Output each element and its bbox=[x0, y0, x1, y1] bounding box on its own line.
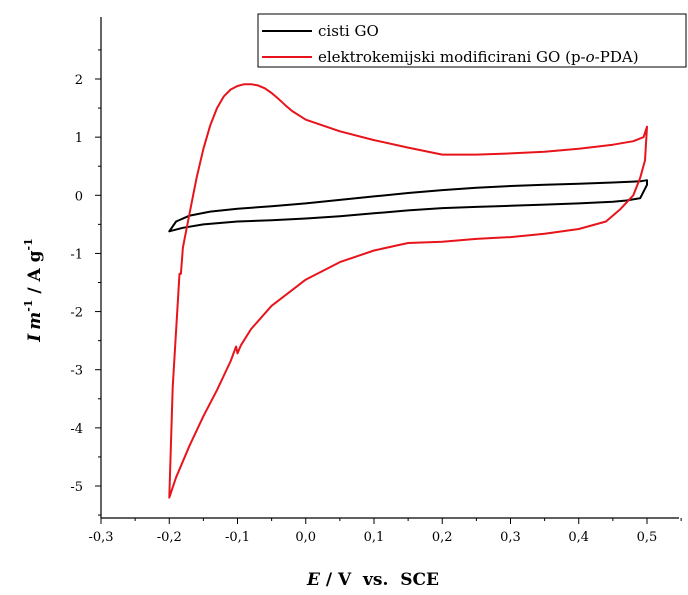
x-tick-label: 0,2 bbox=[432, 530, 453, 545]
legend-label-modified-go-b: o bbox=[586, 48, 595, 66]
legend-label-cisti-go: cisti GO bbox=[318, 22, 379, 40]
plot-lines bbox=[168, 83, 648, 499]
x-axis-title-symbol: E bbox=[306, 570, 321, 590]
x-tick-label: -0,3 bbox=[88, 530, 113, 545]
legend-box bbox=[257, 13, 687, 68]
x-tick-label: 0,4 bbox=[568, 530, 589, 545]
y-axis-title-unit: / A g bbox=[25, 250, 45, 299]
legend: cisti GO elektrokemijski modificirani GO… bbox=[257, 13, 687, 68]
y-axis-title-i: I bbox=[25, 333, 45, 343]
x-axis-title-rest: / V vs. SCE bbox=[320, 570, 439, 590]
x-tick-label: 0,1 bbox=[364, 530, 385, 545]
y-axis-title-unit-exp: -1 bbox=[22, 238, 35, 250]
x-tick-label: -0,2 bbox=[157, 530, 182, 545]
y-tick-label: 1 bbox=[75, 131, 83, 146]
x-axis-title: E / V vs. SCE bbox=[306, 570, 439, 590]
x-tick-label: -0,1 bbox=[225, 530, 250, 545]
y-tick-label: -1 bbox=[70, 247, 83, 262]
x-tick-label: 0,5 bbox=[637, 530, 658, 545]
legend-label-modified-go: elektrokemijski modificirani GO (p-o-PDA… bbox=[318, 48, 639, 66]
y-tick-label: -5 bbox=[70, 480, 83, 495]
y-axis-title-exp: -1 bbox=[22, 300, 35, 312]
y-tick-label: -2 bbox=[70, 306, 83, 321]
legend-label-modified-go-c: -PDA) bbox=[595, 48, 639, 66]
y-axis-title: Im-1 / A g-1 bbox=[22, 238, 45, 342]
axes bbox=[100, 17, 679, 519]
y-tick-label: 2 bbox=[75, 73, 83, 88]
y-tick-label: -3 bbox=[70, 364, 83, 379]
legend-label-modified-go-a: elektrokemijski modificirani GO (p- bbox=[318, 48, 586, 66]
y-axis-title-m: m bbox=[25, 312, 45, 330]
ticks: -0,3 -0,2 -0,1 0,0 0,1 0,2 0,3 0,4 0,5 -5 -4 -3 -2 -1… bbox=[70, 49, 682, 545]
series-line-modified-go bbox=[168, 83, 648, 499]
y-tick-label: -4 bbox=[70, 422, 83, 437]
series-line-cisti-go bbox=[168, 179, 648, 233]
x-tick-label: 0,0 bbox=[295, 530, 316, 545]
x-tick-label: 0,3 bbox=[500, 530, 521, 545]
y-tick-label: 0 bbox=[75, 189, 83, 204]
